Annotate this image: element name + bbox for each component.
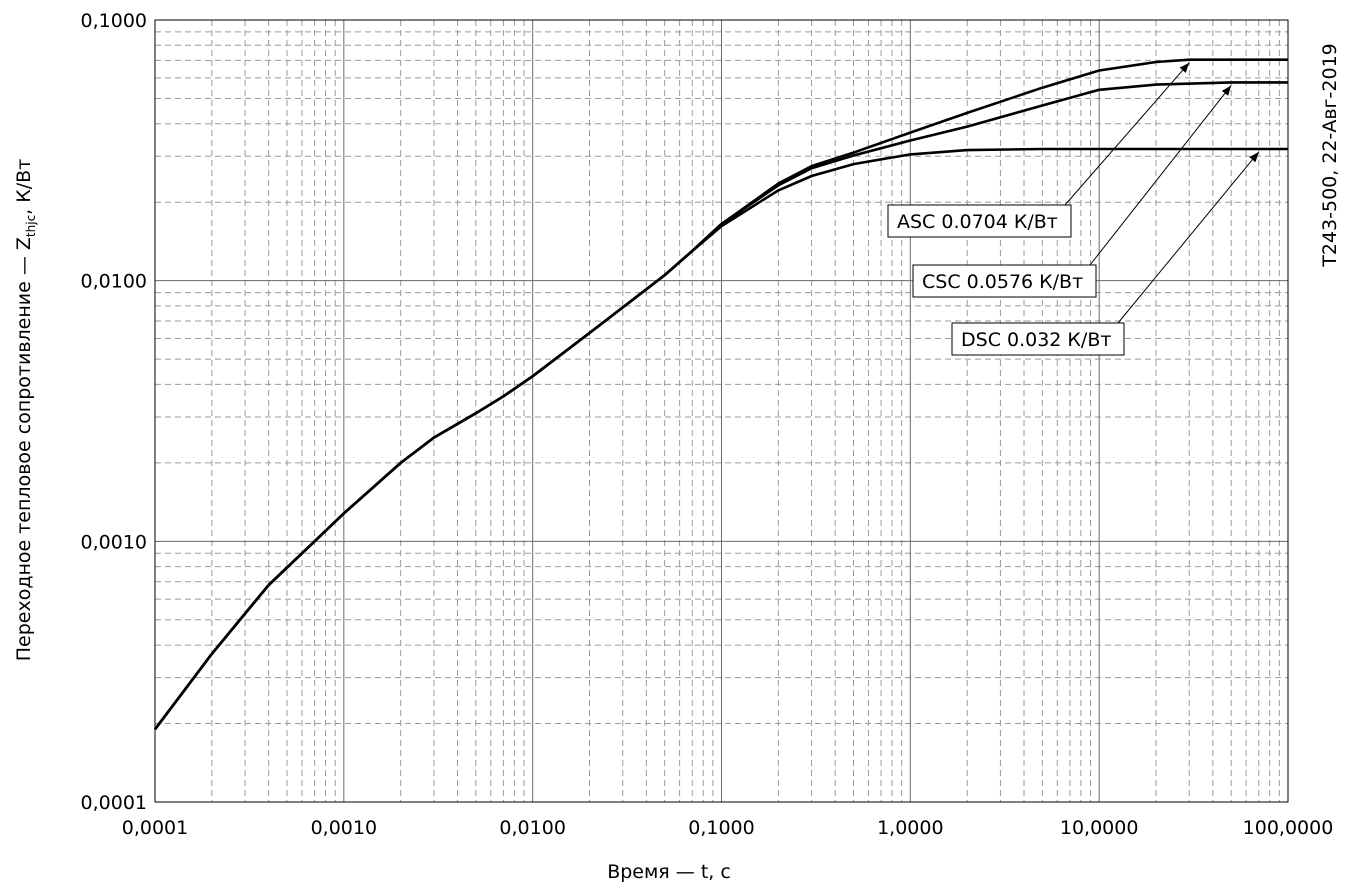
callout-layer: ASC 0.0704 К/Вт CSC 0.0576 К/Вт DSC 0.032 … — [887, 62, 1260, 356]
callout-box — [951, 322, 1125, 356]
y-axis-title: Переходное тепловое сопротивление — Zthj… — [13, 159, 38, 662]
callout-arrowhead — [1221, 85, 1232, 96]
y-tick-labels: 0,0001 0,0010 0,0100 0,1000 — [81, 10, 147, 814]
callout-arrowhead — [1179, 62, 1190, 73]
series-line — [153, 147, 1288, 731]
callout-label: CSC 0.0576 К/Вт — [922, 271, 1083, 293]
x-tick-label: 10,0000 — [1060, 817, 1139, 839]
y-tick-label: 0,0010 — [81, 531, 147, 553]
callout-leader — [1089, 85, 1232, 266]
y-axis-title-subscript: thjc — [24, 215, 38, 237]
side-label: Т243-500, 22-Авг-2019 — [1319, 43, 1341, 268]
x-tick-label: 100,0000 — [1243, 817, 1334, 839]
callout-label: DSC 0.032 К/Вт — [961, 329, 1111, 351]
x-tick-label: 1,0000 — [877, 817, 943, 839]
callout-label: ASC 0.0704 К/Вт — [897, 211, 1058, 233]
callout-box — [887, 204, 1072, 238]
major-gridlines — [154, 19, 1289, 803]
x-tick-labels: 0,0001 0,0010 0,0100 0,1000 1,0000 10,0000 100… — [122, 817, 1334, 839]
y-tick-label: 0,0100 — [81, 271, 147, 293]
callout-leader — [1117, 151, 1260, 324]
callout-arrowhead — [1249, 151, 1259, 163]
y-axis-title-prefix: Переходное тепловое сопротивление — Z — [13, 237, 35, 661]
x-tick-label: 0,0100 — [499, 817, 565, 839]
x-tick-label: 0,0001 — [122, 817, 188, 839]
x-tick-label: 0,1000 — [688, 817, 754, 839]
y-axis-title-suffix: , К/Вт — [13, 159, 35, 215]
y-tick-label: 0,1000 — [81, 10, 147, 32]
series-layer — [153, 58, 1288, 731]
y-tick-label: 0,0001 — [81, 792, 147, 814]
callout-leader — [1064, 62, 1190, 206]
plot-frame — [154, 19, 1289, 803]
callout-box — [912, 264, 1097, 298]
x-tick-label: 0,0010 — [311, 817, 377, 839]
x-axis-title: Время — t, с — [607, 861, 731, 883]
